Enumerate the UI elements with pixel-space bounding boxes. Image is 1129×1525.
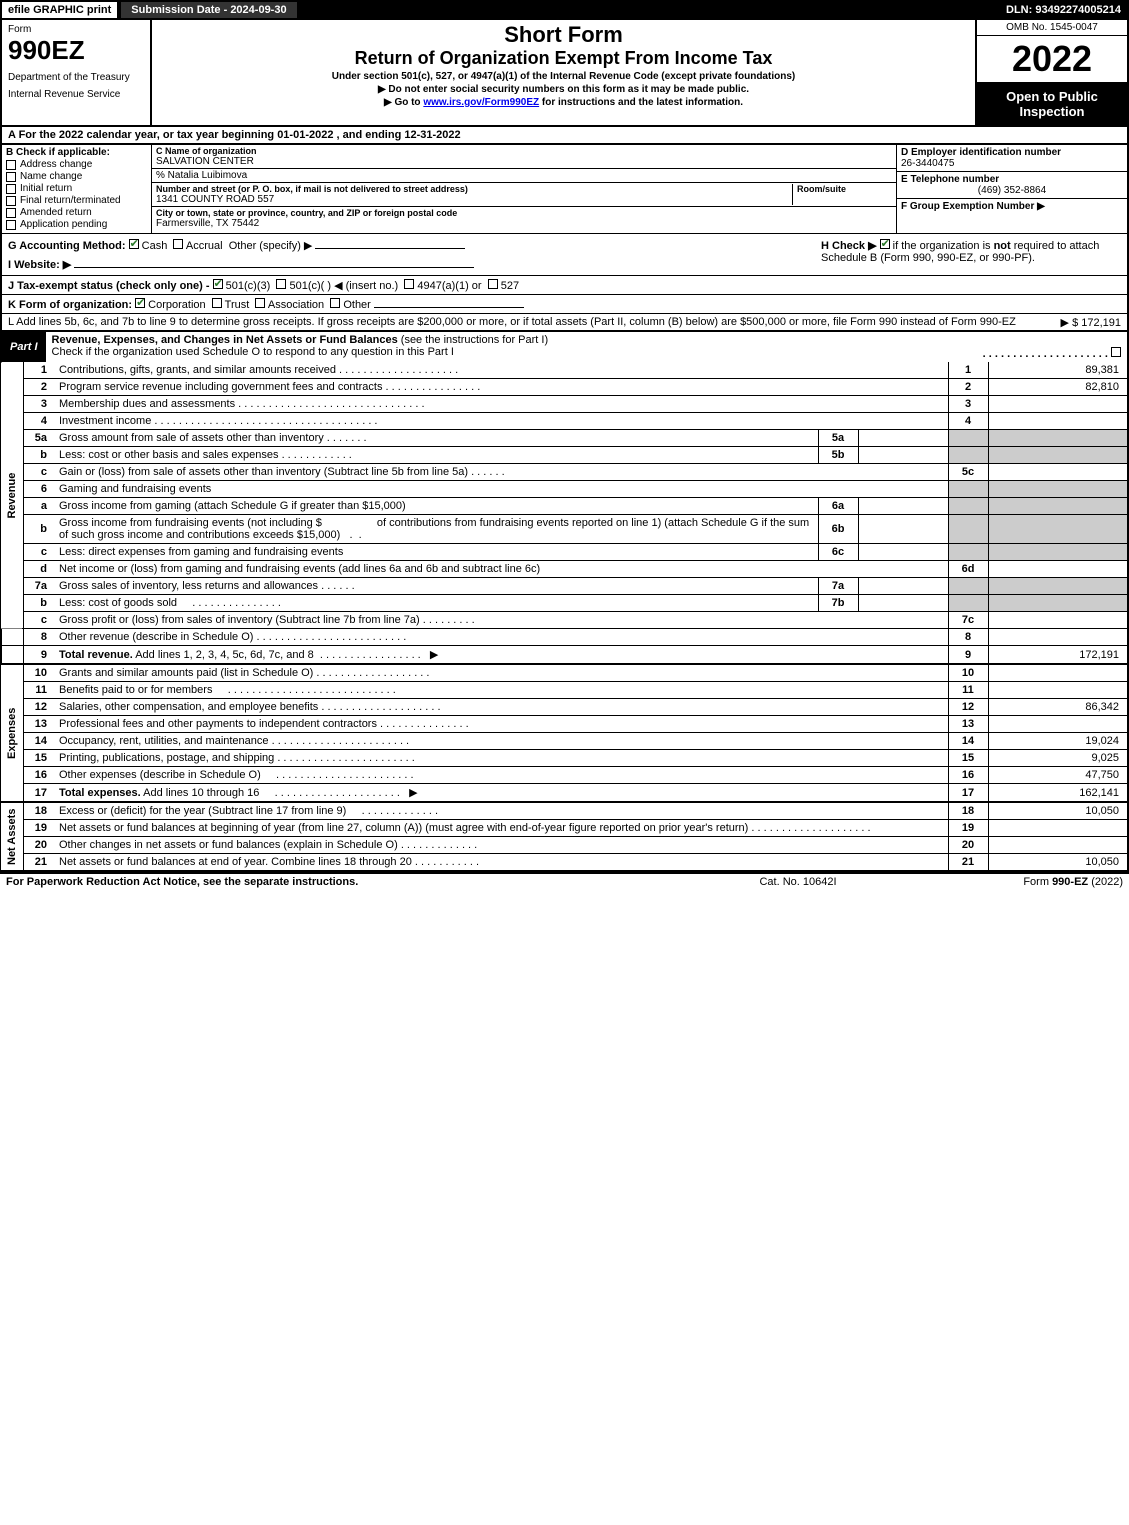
part-1-table: Revenue 1Contributions, gifts, grants, a…	[0, 362, 1129, 872]
col-d: D Employer identification number 26-3440…	[897, 145, 1127, 233]
tax-year: 2022	[977, 36, 1127, 83]
form-header: Form 990EZ Department of the Treasury In…	[0, 20, 1129, 127]
check-name-change[interactable]: Name change	[6, 171, 147, 182]
title-short-form: Short Form	[158, 22, 969, 48]
line-12-value: 86,342	[988, 699, 1128, 716]
subtitle-ssn: ▶ Do not enter social security numbers o…	[158, 84, 969, 95]
catalog-number: Cat. No. 10642I	[673, 876, 923, 888]
paperwork-notice: For Paperwork Reduction Act Notice, see …	[6, 876, 673, 888]
top-bar: efile GRAPHIC print Submission Date - 20…	[0, 0, 1129, 20]
accounting-method: G Accounting Method: Cash Accrual Other …	[8, 238, 821, 252]
check-association[interactable]	[255, 298, 265, 308]
irs-link[interactable]: www.irs.gov/Form990EZ	[423, 97, 539, 108]
net-assets-side-label: Net Assets	[1, 802, 23, 871]
check-accrual[interactable]	[173, 239, 183, 249]
part-1-label: Part I	[2, 339, 46, 355]
c-name-label: C Name of organization	[156, 146, 892, 156]
line-9-value: 172,191	[988, 646, 1128, 665]
subtitle-section: Under section 501(c), 527, or 4947(a)(1)…	[158, 71, 969, 82]
dept-treasury: Department of the Treasury	[8, 72, 144, 83]
check-other[interactable]	[330, 298, 340, 308]
line-14-value: 19,024	[988, 733, 1128, 750]
line-1-value: 89,381	[988, 362, 1128, 379]
check-application-pending[interactable]: Application pending	[6, 219, 147, 230]
ein-value: 26-3440475	[901, 158, 1123, 169]
street-label: Number and street (or P. O. box, if mail…	[156, 184, 792, 194]
check-amended[interactable]: Amended return	[6, 207, 147, 218]
col-c: C Name of organization SALVATION CENTER …	[152, 145, 897, 233]
efile-label: efile GRAPHIC print	[0, 0, 119, 20]
row-a-tax-year: A For the 2022 calendar year, or tax yea…	[0, 127, 1129, 145]
tel-label: E Telephone number	[901, 174, 1123, 185]
title-return: Return of Organization Exempt From Incom…	[158, 48, 969, 69]
line-15-value: 9,025	[988, 750, 1128, 767]
dept-irs: Internal Revenue Service	[8, 89, 144, 100]
line-16-value: 47,750	[988, 767, 1128, 784]
header-right: OMB No. 1545-0047 2022 Open to Public In…	[977, 20, 1127, 125]
submission-date: Submission Date - 2024-09-30	[119, 0, 298, 20]
website-row: I Website: ▶	[8, 258, 821, 271]
row-g-h: G Accounting Method: Cash Accrual Other …	[0, 233, 1129, 276]
section-bcd: B Check if applicable: Address change Na…	[0, 145, 1129, 233]
header-center: Short Form Return of Organization Exempt…	[152, 20, 977, 125]
line-17-value: 162,141	[988, 784, 1128, 803]
check-final-return[interactable]: Final return/terminated	[6, 195, 147, 206]
city-state-zip: Farmersville, TX 75442	[156, 218, 892, 229]
line-18-value: 10,050	[988, 802, 1128, 820]
header-left: Form 990EZ Department of the Treasury In…	[2, 20, 152, 125]
check-corporation[interactable]	[135, 298, 145, 308]
form-number: 990EZ	[8, 35, 144, 66]
street-address: 1341 COUNTY ROAD 557	[156, 194, 792, 205]
check-527[interactable]	[488, 279, 498, 289]
part-1-title: Revenue, Expenses, and Changes in Net As…	[46, 331, 1127, 362]
care-of: % Natalia Luibimova	[152, 169, 896, 183]
check-4947[interactable]	[404, 279, 414, 289]
row-l: L Add lines 5b, 6c, and 7b to line 9 to …	[0, 314, 1129, 331]
omb-number: OMB No. 1545-0047	[977, 20, 1127, 36]
check-cash[interactable]	[129, 239, 139, 249]
expenses-side-label: Expenses	[1, 664, 23, 802]
row-j: J Tax-exempt status (check only one) - 5…	[0, 276, 1129, 295]
check-initial-return[interactable]: Initial return	[6, 183, 147, 194]
open-to-public: Open to Public Inspection	[977, 83, 1127, 125]
page-footer: For Paperwork Reduction Act Notice, see …	[0, 872, 1129, 890]
part-1-header: Part I Revenue, Expenses, and Changes in…	[0, 331, 1129, 362]
city-label: City or town, state or province, country…	[156, 208, 892, 218]
room-label: Room/suite	[797, 184, 892, 194]
tel-value: (469) 352-8864	[901, 185, 1123, 196]
b-header: B Check if applicable:	[6, 147, 147, 158]
ein-label: D Employer identification number	[901, 147, 1123, 158]
org-name: SALVATION CENTER	[156, 156, 892, 167]
check-schedule-b[interactable]	[880, 239, 890, 249]
check-schedule-o[interactable]	[1111, 347, 1121, 357]
dln: DLN: 93492274005214	[998, 2, 1129, 18]
check-address-change[interactable]: Address change	[6, 159, 147, 170]
group-exemption-label: F Group Exemption Number ▶	[901, 201, 1123, 212]
form-label: Form	[8, 24, 144, 35]
check-501c3[interactable]	[213, 279, 223, 289]
check-501c[interactable]	[276, 279, 286, 289]
form-version: Form 990-EZ (2022)	[923, 876, 1123, 888]
check-trust[interactable]	[212, 298, 222, 308]
line-21-value: 10,050	[988, 854, 1128, 872]
col-b: B Check if applicable: Address change Na…	[2, 145, 152, 233]
row-k: K Form of organization: Corporation Trus…	[0, 295, 1129, 314]
gross-receipts: ▶ $ 172,191	[1061, 316, 1121, 329]
revenue-side-label: Revenue	[1, 362, 23, 629]
h-check: H Check ▶ if the organization is not req…	[821, 238, 1121, 271]
line-2-value: 82,810	[988, 379, 1128, 396]
subtitle-link: ▶ Go to www.irs.gov/Form990EZ for instru…	[158, 97, 969, 108]
